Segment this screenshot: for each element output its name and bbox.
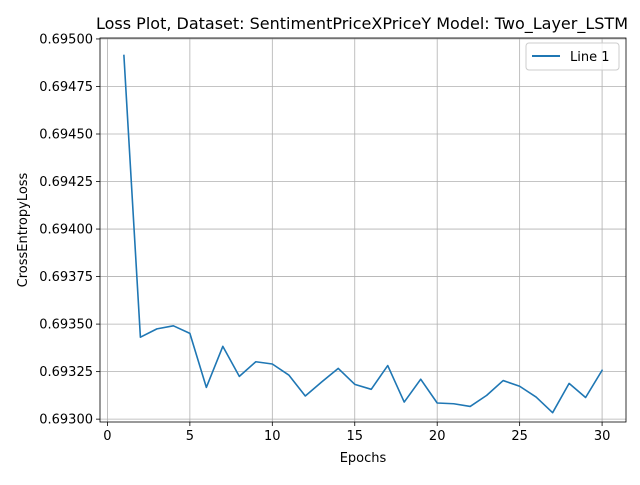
x-tick-label: 20	[429, 429, 446, 444]
y-tick-label: 0.69400	[39, 223, 93, 238]
x-tick-label: 5	[186, 429, 194, 444]
series-layer	[124, 55, 602, 412]
x-tick-label: 25	[511, 429, 528, 444]
series-line-1	[124, 55, 602, 412]
x-axis-label: Epochs	[340, 451, 387, 466]
y-tick-label: 0.69350	[39, 318, 93, 333]
legend: Line 1	[526, 43, 619, 70]
grid-layer	[100, 38, 626, 422]
x-tick-label: 15	[346, 429, 363, 444]
y-axis-label: CrossEntropyLoss	[16, 172, 31, 287]
y-tick-label: 0.69425	[39, 175, 93, 190]
y-tick-label: 0.69450	[39, 128, 93, 143]
legend-label-line-1: Line 1	[570, 50, 610, 65]
x-tick-label: 30	[594, 429, 611, 444]
chart-title: Loss Plot, Dataset: SentimentPriceXPrice…	[96, 14, 628, 34]
y-tick-label: 0.69475	[39, 80, 93, 95]
y-tick-label: 0.69375	[39, 270, 93, 285]
y-tick-label: 0.69325	[39, 365, 93, 380]
tick-layer: 0 5 10 15 20 25 30 0.69300 0.69325 0.69350 0.69375…	[39, 32, 610, 444]
y-tick-label: 0.69300	[39, 413, 93, 428]
x-tick-label: 10	[264, 429, 281, 444]
plot-frame	[100, 38, 626, 422]
y-tick-label: 0.69500	[39, 32, 93, 47]
x-tick-label: 0	[103, 429, 111, 444]
